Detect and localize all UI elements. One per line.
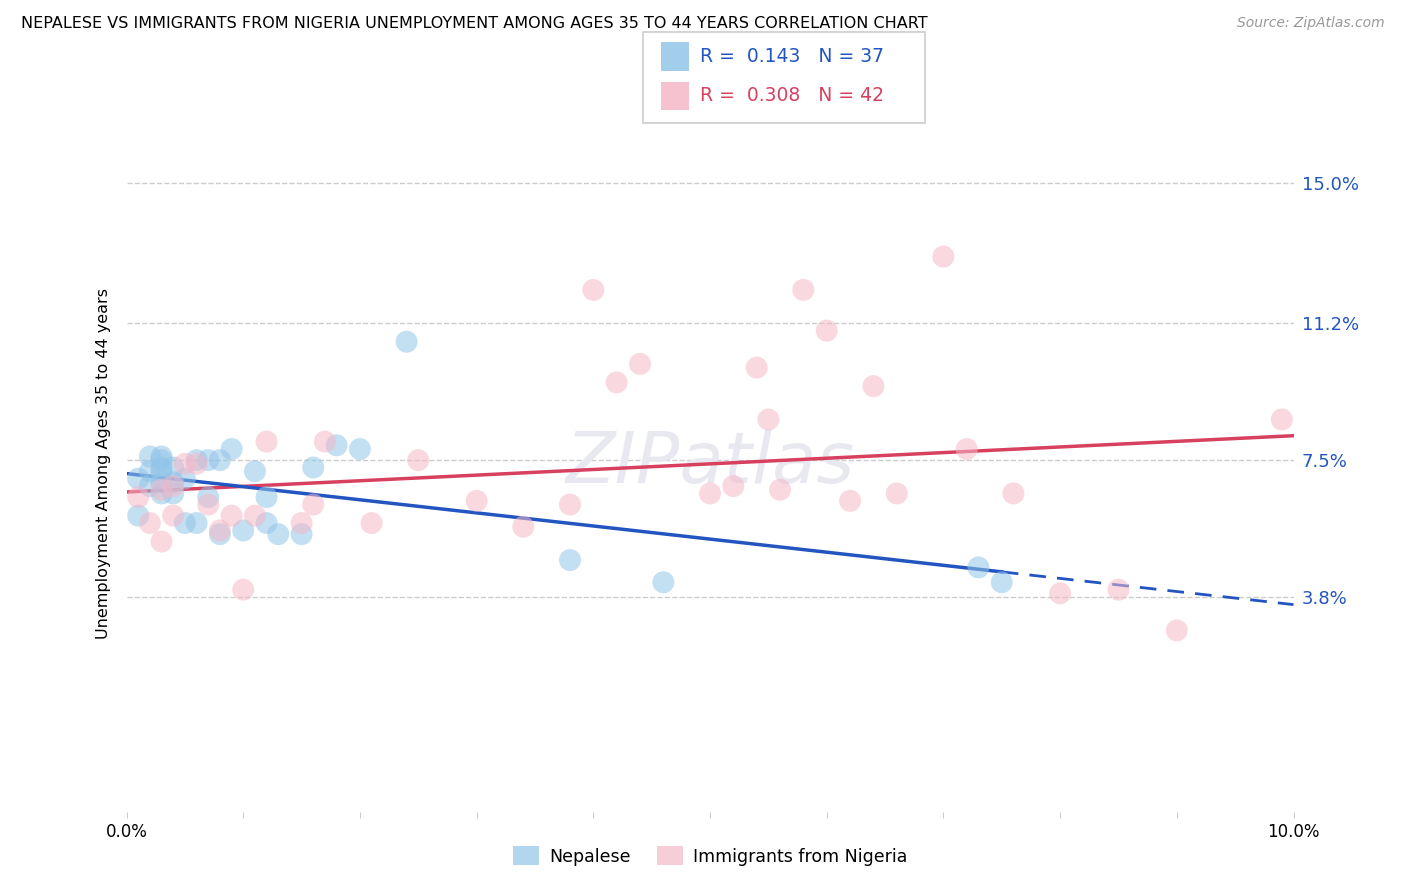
Text: R =  0.143   N = 37: R = 0.143 N = 37 xyxy=(700,47,884,66)
Point xyxy=(127,490,149,504)
Point xyxy=(990,575,1012,590)
Point xyxy=(408,453,430,467)
Point xyxy=(1049,586,1071,600)
Point xyxy=(932,250,955,264)
Point xyxy=(302,498,325,512)
Point xyxy=(208,453,231,467)
Point xyxy=(139,464,162,478)
Text: R =  0.308   N = 42: R = 0.308 N = 42 xyxy=(700,87,884,105)
Point xyxy=(256,516,278,530)
Point xyxy=(186,457,208,471)
Point xyxy=(395,334,418,349)
Point xyxy=(150,450,173,464)
Point xyxy=(197,498,219,512)
Point xyxy=(150,475,173,490)
Point xyxy=(558,498,581,512)
Point xyxy=(139,516,162,530)
Point xyxy=(606,376,628,390)
Point xyxy=(839,493,862,508)
Text: Source: ZipAtlas.com: Source: ZipAtlas.com xyxy=(1237,16,1385,30)
Point xyxy=(582,283,605,297)
Point xyxy=(290,527,312,541)
Point xyxy=(162,479,184,493)
Point xyxy=(174,516,197,530)
Point xyxy=(221,442,243,456)
Point xyxy=(886,486,908,500)
Point xyxy=(314,434,336,449)
Point xyxy=(815,324,838,338)
Point xyxy=(186,516,208,530)
Point xyxy=(349,442,371,456)
Point xyxy=(221,508,243,523)
Point xyxy=(723,479,745,493)
Point xyxy=(232,524,254,538)
Point xyxy=(162,508,184,523)
Point xyxy=(628,357,651,371)
Point xyxy=(769,483,792,497)
Point xyxy=(745,360,768,375)
Point xyxy=(197,490,219,504)
Point xyxy=(699,486,721,500)
Point xyxy=(139,479,162,493)
Point xyxy=(150,464,173,478)
Point xyxy=(325,438,347,452)
Point xyxy=(127,508,149,523)
Point xyxy=(174,472,197,486)
Y-axis label: Unemployment Among Ages 35 to 44 years: Unemployment Among Ages 35 to 44 years xyxy=(96,288,111,640)
Point xyxy=(1002,486,1025,500)
Point xyxy=(150,453,173,467)
Point xyxy=(150,534,173,549)
Point xyxy=(956,442,979,456)
Point xyxy=(256,434,278,449)
Point xyxy=(465,493,488,508)
Point xyxy=(127,472,149,486)
Text: NEPALESE VS IMMIGRANTS FROM NIGERIA UNEMPLOYMENT AMONG AGES 35 TO 44 YEARS CORRE: NEPALESE VS IMMIGRANTS FROM NIGERIA UNEM… xyxy=(21,16,928,31)
Point xyxy=(186,453,208,467)
Point xyxy=(162,475,184,490)
Point xyxy=(232,582,254,597)
Point xyxy=(1271,412,1294,426)
Point xyxy=(150,483,173,497)
Point xyxy=(1166,624,1188,638)
Point xyxy=(558,553,581,567)
Point xyxy=(197,453,219,467)
Point xyxy=(243,464,266,478)
Point xyxy=(290,516,312,530)
Point xyxy=(302,460,325,475)
Point xyxy=(967,560,990,574)
Point xyxy=(208,527,231,541)
Point xyxy=(256,490,278,504)
Point xyxy=(139,450,162,464)
Point xyxy=(243,508,266,523)
Point xyxy=(652,575,675,590)
Point xyxy=(174,457,197,471)
Point xyxy=(756,412,779,426)
Legend: Nepalese, Immigrants from Nigeria: Nepalese, Immigrants from Nigeria xyxy=(506,839,914,872)
Point xyxy=(267,527,290,541)
Point xyxy=(862,379,884,393)
Point xyxy=(360,516,382,530)
Text: ZIPatlas: ZIPatlas xyxy=(565,429,855,499)
Point xyxy=(1108,582,1130,597)
Point xyxy=(208,524,231,538)
Point xyxy=(150,486,173,500)
Point xyxy=(512,520,534,534)
Point xyxy=(150,460,173,475)
Point xyxy=(792,283,814,297)
Point xyxy=(162,486,184,500)
Point xyxy=(162,460,184,475)
